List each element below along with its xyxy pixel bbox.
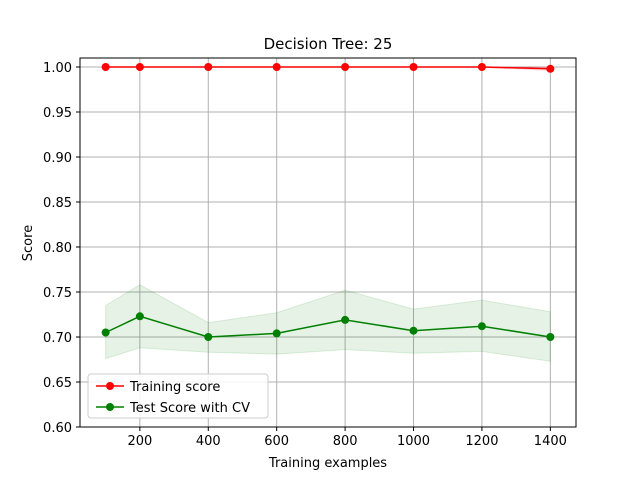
x-axis-label: Training examples bbox=[268, 456, 387, 471]
legend-box bbox=[87, 373, 269, 419]
data-point bbox=[477, 63, 486, 71]
chart-title: Decision Tree: 25 bbox=[264, 35, 393, 53]
legend-marker bbox=[106, 382, 114, 390]
data-point bbox=[272, 329, 281, 338]
data-point bbox=[409, 326, 418, 335]
y-tick-label: 0.95 bbox=[43, 106, 72, 121]
data-point bbox=[341, 315, 350, 324]
legend: Training score Test Score with CV bbox=[87, 373, 269, 419]
data-point bbox=[204, 333, 213, 341]
y-tick-label: 0.70 bbox=[43, 331, 72, 346]
series-line bbox=[105, 315, 551, 338]
data-point bbox=[546, 64, 555, 73]
axes-frame bbox=[79, 57, 577, 428]
legend-marker bbox=[106, 403, 114, 411]
legend-label: Test Score with CV bbox=[129, 401, 250, 416]
data-point bbox=[341, 63, 350, 71]
x-tick-label: 200 bbox=[127, 434, 152, 449]
data-point bbox=[272, 63, 281, 71]
x-tick-label: 1000 bbox=[397, 434, 430, 449]
data-point bbox=[477, 322, 486, 331]
x-tick-label: 800 bbox=[333, 434, 358, 449]
data-point bbox=[135, 63, 144, 71]
data-point bbox=[101, 63, 110, 71]
x-tick-label: 600 bbox=[264, 434, 289, 449]
data-point bbox=[409, 63, 418, 71]
y-tick-label: 0.85 bbox=[43, 196, 72, 211]
data-point bbox=[101, 328, 110, 337]
legend-label: Training score bbox=[129, 380, 220, 395]
y-axis-label: Score bbox=[21, 225, 36, 261]
y-tick-label: 0.80 bbox=[43, 241, 72, 256]
data-point bbox=[204, 63, 213, 71]
y-tick-label: 0.75 bbox=[43, 286, 72, 301]
y-tick-label: 0.65 bbox=[43, 376, 72, 391]
x-tick-label: 1400 bbox=[534, 434, 567, 449]
y-tick-label: 0.90 bbox=[43, 151, 72, 166]
series-line bbox=[105, 66, 551, 70]
y-tick-label: 1.00 bbox=[43, 61, 72, 76]
data-point bbox=[546, 333, 555, 341]
y-tick-label: 0.60 bbox=[43, 421, 72, 436]
data-point bbox=[135, 312, 144, 321]
x-tick-label: 1200 bbox=[465, 434, 498, 449]
x-tick-label: 400 bbox=[196, 434, 221, 449]
